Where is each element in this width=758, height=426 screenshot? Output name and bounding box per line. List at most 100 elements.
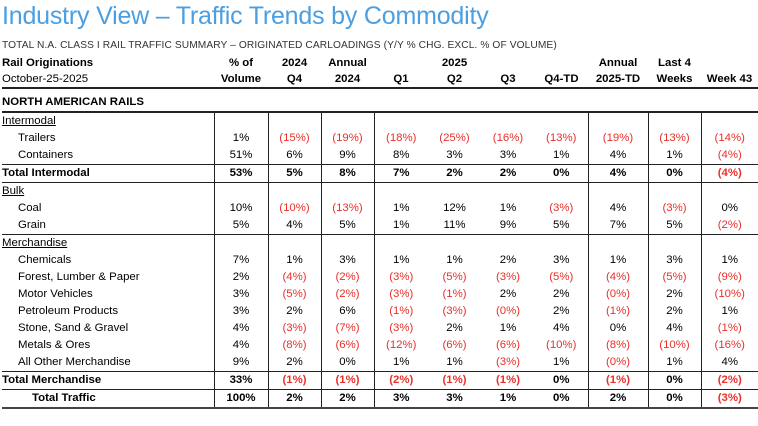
value-cell: 1% bbox=[373, 200, 428, 217]
value-cell: (7%) bbox=[320, 320, 374, 337]
value-cell: (3%) bbox=[267, 320, 321, 337]
value-cell: 1% bbox=[267, 252, 321, 269]
value-cell: (0%) bbox=[587, 286, 648, 303]
table-body: NORTH AMERICAN RAILS Intermodal Trailers 1… bbox=[2, 88, 758, 409]
value-cell: 4% bbox=[267, 217, 321, 235]
value-cell: 4% bbox=[700, 354, 758, 372]
empty-cell bbox=[373, 111, 428, 130]
value-cell: 33% bbox=[213, 371, 268, 390]
value-cell: 1% bbox=[213, 130, 268, 147]
header-col-annual-2024-2: 2024 bbox=[321, 71, 374, 89]
empty-cell bbox=[481, 234, 535, 252]
value-cell: 51% bbox=[213, 147, 268, 165]
group-header-row: Bulk bbox=[2, 182, 758, 200]
empty-cell bbox=[428, 182, 481, 200]
value-cell: (1%) bbox=[481, 371, 535, 390]
empty-cell bbox=[267, 234, 321, 252]
value-cell: 0% bbox=[535, 164, 588, 183]
value-cell: 2% bbox=[553, 305, 570, 317]
value-cell: 5% bbox=[320, 217, 374, 235]
value-cell: (4%) bbox=[700, 164, 758, 183]
row-label: Petroleum Products bbox=[18, 305, 119, 317]
value-cell: 0% bbox=[700, 200, 758, 217]
empty-cell bbox=[320, 182, 374, 200]
value-cell: 8% bbox=[373, 147, 428, 165]
value-cell: 2% bbox=[428, 164, 481, 183]
empty-cell bbox=[428, 111, 481, 130]
header-col-q2: Q2 bbox=[428, 71, 481, 89]
value-cell: (0%) bbox=[495, 305, 521, 317]
value-cell: 12% bbox=[443, 202, 466, 214]
value-cell: 2% bbox=[267, 303, 321, 320]
value-cell: (6%) bbox=[320, 337, 374, 354]
empty-cell bbox=[587, 234, 648, 252]
value-cell: (1%) bbox=[587, 303, 648, 320]
section-row: NORTH AMERICAN RAILS bbox=[2, 88, 758, 112]
empty-cell bbox=[373, 182, 428, 200]
value-cell: 9% bbox=[213, 354, 268, 372]
value-cell: (6%) bbox=[495, 339, 521, 351]
empty-cell bbox=[535, 234, 588, 252]
group-label-bulk: Bulk bbox=[2, 182, 214, 200]
value-cell: 3% bbox=[320, 252, 374, 269]
value-cell: 2% bbox=[267, 389, 321, 409]
value-cell: 5% bbox=[267, 164, 321, 183]
value-cell: (18%) bbox=[373, 130, 428, 147]
value-cell: 3% bbox=[373, 389, 428, 409]
group-header-row: Intermodal bbox=[2, 111, 758, 130]
value-cell: (4%) bbox=[587, 269, 648, 286]
value-cell: 9% bbox=[320, 147, 374, 165]
table-row: Stone, Sand & Gravel 4% (3%) (7%) (3%) 2% 1% 4%… bbox=[2, 320, 758, 337]
value-cell: (1%) bbox=[428, 371, 481, 390]
table-row: Petroleum Products 3% 2% 6% (1%) (3%) (0%) 2% (1… bbox=[2, 303, 758, 320]
value-cell: 1% bbox=[446, 356, 463, 368]
value-cell: 1% bbox=[373, 217, 428, 235]
value-cell: 4% bbox=[587, 200, 648, 217]
value-cell: (2%) bbox=[373, 371, 428, 390]
row-label: Coal bbox=[18, 202, 42, 214]
value-cell: 1% bbox=[647, 354, 701, 372]
header-col-week43 bbox=[701, 56, 758, 72]
table-row: Coal 10% (10%) (13%) 1% 12% 1% (3%) 4% (3%) 0% bbox=[2, 200, 758, 217]
value-cell: (3%) bbox=[647, 200, 701, 217]
value-cell: 100% bbox=[213, 389, 268, 409]
value-cell: (1%) bbox=[373, 303, 428, 320]
value-cell: 0% bbox=[647, 389, 701, 409]
table-row: All Other Merchandise 9% 2% 0% 1% 1% (3%) 1% (0%… bbox=[2, 354, 758, 372]
value-cell: (3%) bbox=[549, 202, 574, 214]
traffic-table: Rail Originations % of 2024 Annual 2025 … bbox=[2, 56, 758, 409]
empty-cell bbox=[647, 182, 701, 200]
header-row-2: October-25-2025 Volume Q4 2024 Q1 Q2 Q3 … bbox=[2, 71, 758, 89]
value-cell: 53% bbox=[213, 164, 268, 183]
table-row: Chemicals 7% 1% 3% 1% 1% 2% 3% 1% 3% 1% bbox=[2, 252, 758, 269]
value-cell: 7% bbox=[373, 164, 428, 183]
value-cell: (14%) bbox=[700, 130, 758, 147]
empty-cell bbox=[267, 182, 321, 200]
header-col-2024-q4: 2024 bbox=[281, 57, 308, 69]
value-cell: (5%) bbox=[442, 271, 467, 283]
row-label: Grain bbox=[18, 219, 46, 231]
value-cell: (3%) bbox=[495, 271, 521, 283]
value-cell: 1% bbox=[700, 252, 758, 269]
table-row: Containers 51% 6% 9% 8% 3% 3% 1% 4% 1% (4%) bbox=[2, 147, 758, 165]
value-cell: (16%) bbox=[700, 337, 758, 354]
value-cell: 4% bbox=[587, 164, 648, 183]
value-cell: (1%) bbox=[267, 371, 321, 390]
value-cell: 2% bbox=[553, 288, 570, 300]
empty-cell bbox=[481, 182, 535, 200]
table-row: Motor Vehicles 3% (5%) (2%) (3%) (1%) 2% 2% (0%)… bbox=[2, 286, 758, 303]
value-cell: 1% bbox=[700, 303, 758, 320]
header-col-annual-2025-2: 2025-TD bbox=[588, 71, 648, 89]
value-cell: 2% bbox=[267, 354, 321, 372]
table-row: Trailers 1% (15%) (19%) (18%) (25%) (16%) (13%)… bbox=[2, 130, 758, 147]
grand-total-label: Total Traffic bbox=[2, 389, 214, 409]
value-cell: (10%) bbox=[700, 286, 758, 303]
value-cell: (9%) bbox=[700, 269, 758, 286]
value-cell: (1%) bbox=[442, 288, 467, 300]
header-col-annual-2025: Annual bbox=[598, 57, 638, 69]
header-col-q3: Q3 bbox=[481, 71, 535, 89]
row-label: Chemicals bbox=[18, 254, 72, 266]
table-row: Grain 5% 4% 5% 1% 11% 9% 5% 7% 5% (2%) bbox=[2, 217, 758, 235]
value-cell: 4% bbox=[647, 320, 701, 337]
empty-cell bbox=[700, 111, 758, 130]
